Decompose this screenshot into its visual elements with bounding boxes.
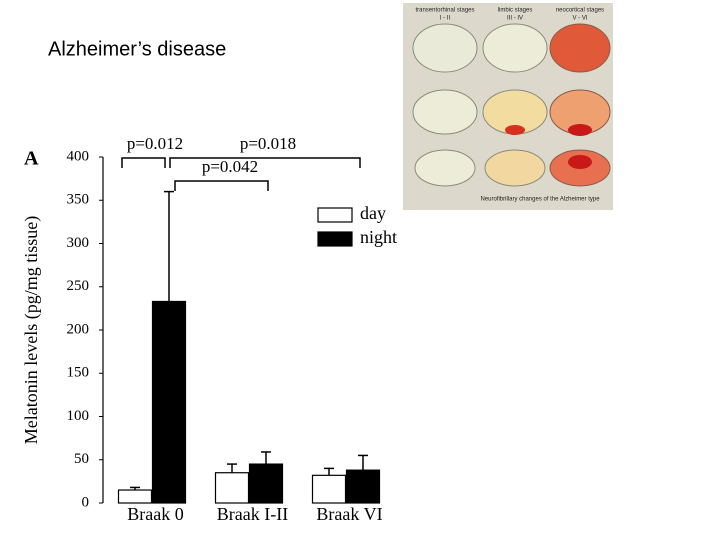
brain	[412, 89, 478, 135]
p-value-annotation: p=0.018	[240, 134, 296, 153]
bar	[151, 300, 187, 504]
y-tick-label: 50	[74, 451, 89, 467]
error-bar	[261, 451, 271, 465]
brain-lesion	[568, 124, 592, 136]
error-bar	[164, 190, 174, 302]
brain-lesion	[505, 125, 525, 135]
error-bar	[358, 454, 368, 471]
y-tick-label: 150	[67, 365, 90, 381]
brain-lesion	[568, 155, 592, 169]
legend-label: day	[360, 203, 386, 223]
error-bar	[130, 486, 140, 491]
x-tick-label: Braak VI	[316, 504, 382, 524]
stage-label: III - IV	[507, 16, 523, 22]
y-tick-label: 350	[67, 192, 90, 208]
y-tick-label: 200	[67, 321, 90, 337]
bar	[345, 469, 381, 504]
stage-label: I - II	[440, 16, 451, 22]
stage-label: V - VI	[572, 16, 587, 22]
brain	[484, 149, 546, 187]
stage-label: limbic stages	[498, 8, 533, 14]
brain	[412, 23, 478, 73]
error-bar	[227, 463, 237, 473]
y-tick-label: 400	[67, 148, 90, 164]
y-axis-title: Melatonin levels (pg/mg tissue)	[21, 216, 42, 444]
bar	[214, 472, 250, 504]
panel-label: A	[24, 148, 39, 170]
stage-label: transentorhinal stages	[415, 8, 474, 14]
x-tick-label: Braak I-II	[217, 504, 288, 524]
legend-swatch	[317, 207, 353, 223]
error-bar	[324, 467, 334, 476]
bar	[311, 474, 347, 504]
significance-bracket	[174, 180, 269, 191]
slide-title: Alzheimer’s disease	[48, 38, 226, 60]
bar	[248, 463, 284, 504]
significance-bracket	[169, 157, 361, 168]
figure-caption: Neurofibrillary changes of the Alzheimer…	[480, 197, 600, 203]
significance-bracket	[121, 157, 166, 168]
y-tick-label: 300	[67, 235, 90, 251]
legend-label: night	[360, 227, 397, 247]
x-tick-label: Braak 0	[127, 504, 183, 524]
p-value-annotation: p=0.042	[202, 157, 258, 176]
brain	[549, 23, 611, 73]
p-value-annotation: p=0.012	[127, 134, 183, 153]
legend-swatch	[317, 231, 353, 247]
brain	[414, 149, 476, 187]
brain	[482, 23, 548, 73]
brain-figure: transentorhinal stages I - II limbic sta…	[403, 3, 613, 210]
y-tick-label: 100	[67, 408, 90, 424]
stage-label: neocortical stages	[556, 8, 604, 14]
bar	[117, 489, 153, 504]
y-tick-label: 0	[82, 494, 90, 510]
y-tick-label: 250	[67, 278, 90, 294]
